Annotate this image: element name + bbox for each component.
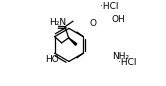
Text: O: O: [89, 19, 96, 28]
Text: H₂N: H₂N: [49, 18, 66, 27]
Text: ·HCl: ·HCl: [118, 58, 136, 67]
Text: ·HCl: ·HCl: [100, 2, 118, 11]
Polygon shape: [69, 38, 77, 45]
Text: OH: OH: [112, 15, 125, 24]
Text: HO: HO: [45, 55, 59, 64]
Text: NH₂: NH₂: [112, 52, 129, 61]
